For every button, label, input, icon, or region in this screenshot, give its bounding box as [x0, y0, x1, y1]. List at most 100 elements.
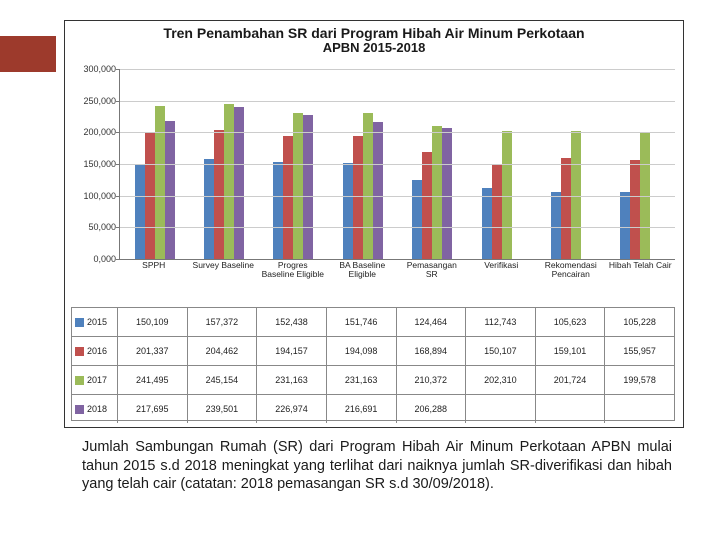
table-cell: 231,163: [257, 366, 327, 394]
bar: [214, 130, 224, 259]
ytick-label: 250,000: [83, 96, 116, 106]
table-row: 2018 217,695239,501226,974216,691206,288: [72, 394, 674, 423]
series-name: 2018: [87, 404, 107, 414]
table-cell: 245,154: [188, 366, 258, 394]
table-row-header: 2018: [72, 395, 118, 423]
table-cell: 157,372: [188, 308, 258, 336]
accent-bar: [0, 36, 56, 72]
bar: [165, 121, 175, 259]
x-category-label: Verifikasi: [469, 261, 533, 303]
table-cell: 226,974: [257, 395, 327, 423]
ytick-label: 50,000: [88, 222, 116, 232]
bar: [204, 159, 214, 259]
bar: [273, 162, 283, 259]
chart-title: Tren Penambahan SR dari Program Hibah Ai…: [65, 25, 683, 55]
ytick-label: 150,000: [83, 159, 116, 169]
bar: [492, 164, 502, 259]
ytick-mark: [116, 259, 120, 260]
bar: [551, 192, 561, 259]
chart-title-line1: Tren Penambahan SR dari Program Hibah Ai…: [65, 25, 683, 41]
table-row-header: 2015: [72, 308, 118, 336]
table-cell: 194,157: [257, 337, 327, 365]
table-cell: 210,372: [397, 366, 467, 394]
gridline: [120, 196, 675, 197]
bar: [373, 122, 383, 259]
bar: [303, 115, 313, 259]
table-cell: 204,462: [188, 337, 258, 365]
bar: [363, 113, 373, 259]
table-row: 2015150,109157,372152,438151,746124,4641…: [72, 308, 674, 336]
bar: [224, 104, 234, 259]
table-cell: [605, 395, 674, 423]
table-row-header: 2017: [72, 366, 118, 394]
table-cell: 151,746: [327, 308, 397, 336]
bar: [442, 128, 452, 259]
bar: [293, 113, 303, 259]
table-row-header: 2016: [72, 337, 118, 365]
table-row: 2016201,337204,462194,157194,098168,8941…: [72, 336, 674, 365]
legend-swatch: [75, 318, 84, 327]
ytick-mark: [116, 101, 120, 102]
bar: [353, 136, 363, 259]
bar: [432, 126, 442, 259]
table-cell: 150,107: [466, 337, 536, 365]
table-cell: 112,743: [466, 308, 536, 336]
bar: [482, 188, 492, 259]
data-table: 2015150,109157,372152,438151,746124,4641…: [71, 307, 675, 421]
bar: [283, 136, 293, 259]
gridline: [120, 101, 675, 102]
table-cell: [466, 395, 536, 423]
ytick-mark: [116, 132, 120, 133]
table-cell: 231,163: [327, 366, 397, 394]
ytick-label: 100,000: [83, 191, 116, 201]
table-cell: 152,438: [257, 308, 327, 336]
x-category-label: Rekomendasi Pencairan: [539, 261, 603, 303]
table-cell: 201,337: [118, 337, 188, 365]
bar: [412, 180, 422, 259]
legend-swatch: [75, 405, 84, 414]
gridline: [120, 69, 675, 70]
table-cell: 194,098: [327, 337, 397, 365]
x-category-label: SPPH: [122, 261, 186, 303]
table-cell: 216,691: [327, 395, 397, 423]
ytick-mark: [116, 164, 120, 165]
table-cell: 105,623: [536, 308, 606, 336]
table-cell: 155,957: [605, 337, 674, 365]
bar: [630, 160, 640, 259]
bar: [561, 158, 571, 259]
legend-swatch: [75, 376, 84, 385]
table-cell: 239,501: [188, 395, 258, 423]
table-cell: 217,695: [118, 395, 188, 423]
plot-area: 0,00050,000100,000150,000200,000250,0003…: [119, 69, 675, 260]
x-category-label: Hibah Telah Cair: [608, 261, 672, 303]
ytick-label: 200,000: [83, 127, 116, 137]
ytick-mark: [116, 227, 120, 228]
x-category-label: Survey Baseline: [191, 261, 255, 303]
bar: [343, 163, 353, 259]
table-row: 2017241,495245,154231,163231,163210,3722…: [72, 365, 674, 394]
chart-title-line2: APBN 2015-2018: [65, 40, 683, 55]
x-category-label: Pemasangan SR: [400, 261, 464, 303]
table-cell: 202,310: [466, 366, 536, 394]
bar: [234, 107, 244, 259]
slide-root: Tren Penambahan SR dari Program Hibah Ai…: [0, 0, 720, 540]
ytick-mark: [116, 69, 120, 70]
table-cell: 105,228: [605, 308, 674, 336]
table-cell: 124,464: [397, 308, 467, 336]
series-name: 2016: [87, 346, 107, 356]
bar: [422, 152, 432, 259]
bar: [135, 164, 145, 259]
gridline: [120, 227, 675, 228]
table-cell: 241,495: [118, 366, 188, 394]
chart-container: Tren Penambahan SR dari Program Hibah Ai…: [64, 20, 684, 428]
caption-text: Jumlah Sambungan Rumah (SR) dari Program…: [82, 438, 672, 494]
ytick-label: 0,000: [93, 254, 116, 264]
x-axis-labels: SPPHSurvey BaselineProgres Baseline Elig…: [119, 261, 675, 303]
bar: [155, 106, 165, 259]
bar: [620, 192, 630, 259]
ytick-label: 300,000: [83, 64, 116, 74]
table-cell: 150,109: [118, 308, 188, 336]
table-cell: 206,288: [397, 395, 467, 423]
series-name: 2015: [87, 317, 107, 327]
gridline: [120, 164, 675, 165]
